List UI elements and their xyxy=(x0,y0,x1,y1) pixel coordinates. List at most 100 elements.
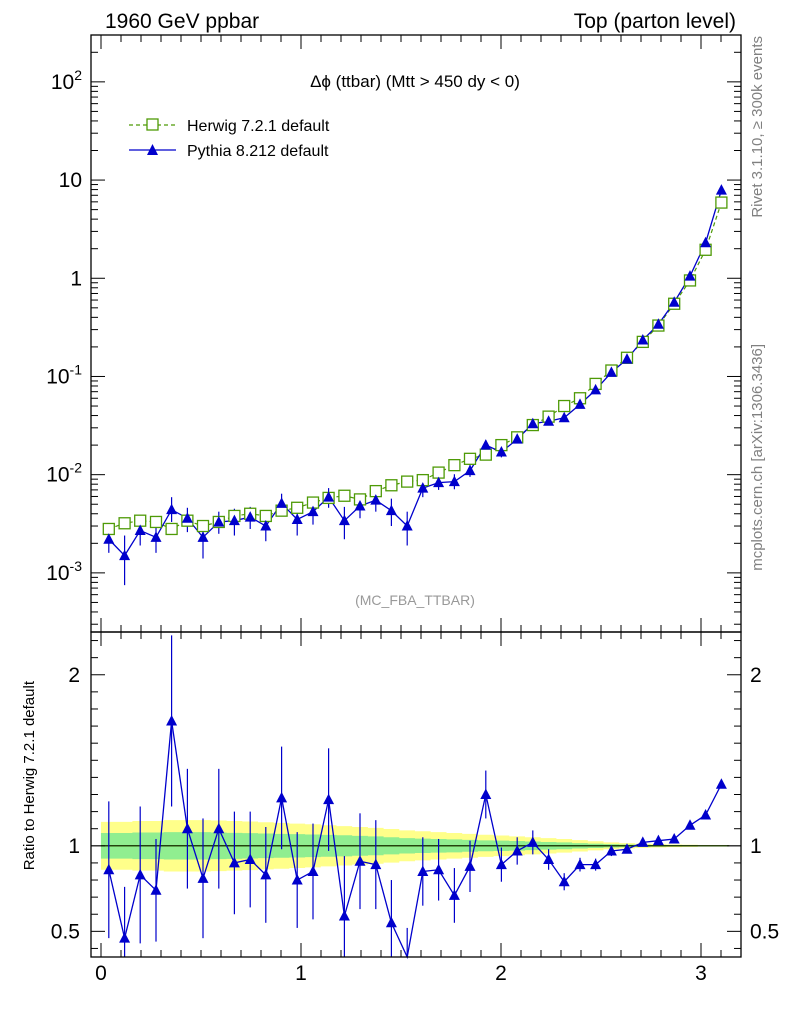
ratio-y-tick-label-left: 2 xyxy=(68,664,80,687)
rivet-label: Rivet 3.1.10, ≥ 300k events xyxy=(749,36,766,218)
ratio-y-tick-label-right: 0.5 xyxy=(750,920,779,943)
pythia-point xyxy=(228,514,240,526)
pythia-point xyxy=(370,494,382,505)
ratio-marks xyxy=(91,635,741,960)
main-marks xyxy=(102,184,728,586)
pythia-point xyxy=(715,184,727,195)
ratio-point xyxy=(307,865,319,876)
pythia-point xyxy=(150,531,162,542)
pythia-point xyxy=(213,515,225,527)
pythia-series-line xyxy=(108,189,723,557)
herwig-point xyxy=(102,522,115,536)
pythia-point xyxy=(495,446,507,457)
ratio-point xyxy=(354,855,366,866)
ratio-y-tick-label-left: 1 xyxy=(68,835,80,858)
pythia-point xyxy=(511,433,523,444)
pythia-point xyxy=(652,318,664,329)
ratio-point xyxy=(448,889,460,900)
ratio-point xyxy=(684,819,696,830)
main-y-tick-label: 102 xyxy=(51,67,82,94)
ratio-point xyxy=(150,884,162,895)
ratio-x-tick-label: 3 xyxy=(695,962,707,985)
ratio-ticks: 0.5 0.5 1 1 2 2 0 1 2 3 xyxy=(51,632,779,985)
ratio-panel: 0.5 0.5 1 1 2 2 0 1 2 3 Ratio to Herwig 7.2.1 def… xyxy=(21,631,779,985)
legend-entry-pythia: Pythia 8.212 default xyxy=(129,143,329,160)
ratio-point xyxy=(558,875,570,887)
pythia-point xyxy=(260,520,272,531)
ratio-point xyxy=(511,844,523,856)
pythia-point xyxy=(558,411,570,423)
ratio-point xyxy=(464,860,476,871)
main-y-tick-label: 10-1 xyxy=(46,361,82,388)
header-right: Top (parton level) xyxy=(574,10,736,33)
herwig-point xyxy=(338,489,351,502)
pythia-point xyxy=(605,366,617,377)
ratio-series-line xyxy=(108,720,722,960)
pythia-point xyxy=(433,476,445,488)
pythia-point xyxy=(354,499,366,511)
pythia-point xyxy=(166,503,178,515)
pythia-point xyxy=(307,505,319,517)
pythia-point xyxy=(527,417,539,429)
ratio-point xyxy=(637,836,649,847)
pythia-point xyxy=(181,512,193,523)
herwig-point xyxy=(385,479,398,492)
herwig-point xyxy=(118,517,131,530)
main-panel: 10-3 10-2 10-1 1 10 102 Δϕ (ttbar) (Mtt > 450… xyxy=(46,34,742,633)
pythia-point xyxy=(134,524,146,536)
pythia-point xyxy=(543,415,555,426)
ratio-point xyxy=(244,853,256,864)
ratio-point xyxy=(590,858,602,870)
legend-herwig-label: Herwig 7.2.1 default xyxy=(187,118,330,135)
ratio-point xyxy=(260,868,272,880)
herwig-point xyxy=(463,452,477,465)
ratio-point xyxy=(166,714,178,726)
main-title: Δϕ (ttbar) (Mtt > 450 dy < 0) xyxy=(310,72,520,91)
pythia-point xyxy=(338,514,350,526)
ratio-point xyxy=(543,853,555,864)
ratio-ylabel: Ratio to Herwig 7.2.1 default xyxy=(21,680,38,870)
pythia-point xyxy=(700,236,712,248)
ratio-point xyxy=(700,809,712,820)
ratio-point xyxy=(652,834,664,846)
ratio-point xyxy=(527,836,539,847)
pythia-point xyxy=(621,353,633,364)
ratio-point xyxy=(417,865,429,876)
ratio-x-tick-label: 2 xyxy=(495,962,507,985)
pythia-point xyxy=(276,497,288,508)
pythia-point xyxy=(385,504,397,516)
herwig-point xyxy=(259,509,272,523)
herwig-point xyxy=(558,399,571,413)
legend-herwig-marker xyxy=(146,118,159,131)
herwig-point xyxy=(149,515,163,529)
ratio-point xyxy=(228,856,240,868)
ratio-point xyxy=(103,863,115,875)
ratio-point xyxy=(480,788,492,799)
ratio-point xyxy=(495,858,507,870)
mcplots-label: mcplots.cern.ch [arXiv:1306.3436] xyxy=(749,344,766,571)
herwig-point xyxy=(448,459,461,472)
main-y-tick-label: 10-3 xyxy=(46,558,82,585)
ratio-point xyxy=(134,868,146,880)
legend: Herwig 7.2.1 default Pythia 8.212 defaul… xyxy=(129,118,330,160)
herwig-point xyxy=(479,448,492,461)
herwig-point xyxy=(165,522,178,536)
ratio-point xyxy=(715,778,727,789)
pythia-point xyxy=(637,334,649,345)
ratio-point xyxy=(338,909,350,921)
analysis-label: (MC_FBA_TTBAR) xyxy=(355,592,475,608)
ratio-point xyxy=(385,916,397,928)
ratio-point xyxy=(181,822,193,834)
ratio-point xyxy=(323,793,335,805)
ratio-point xyxy=(605,844,617,856)
pythia-point xyxy=(464,464,476,476)
ratio-y-tick-label-left: 0.5 xyxy=(51,920,80,943)
herwig-point xyxy=(196,519,210,533)
ratio-point xyxy=(276,791,288,803)
pythia-point xyxy=(574,398,586,409)
herwig-series-line xyxy=(108,202,722,530)
ratio-point xyxy=(213,822,225,834)
ratio-point xyxy=(574,858,586,870)
ratio-point xyxy=(197,872,209,883)
